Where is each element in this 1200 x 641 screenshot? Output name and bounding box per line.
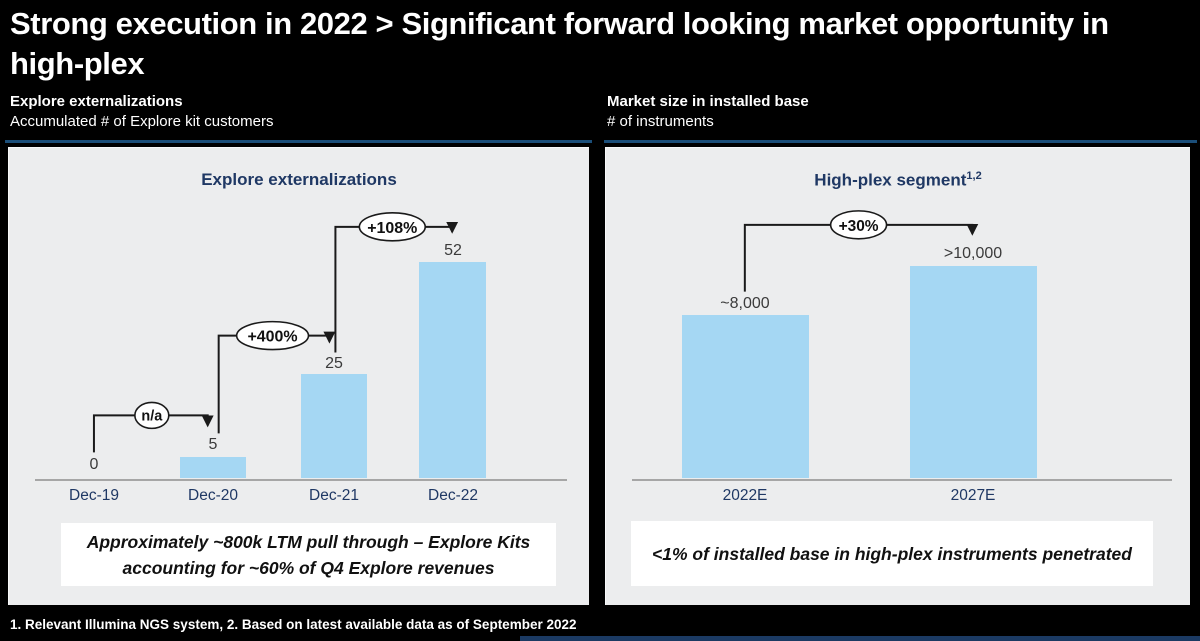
growth-bubble-400 xyxy=(235,320,310,351)
left-header-rule xyxy=(5,140,592,143)
market-chart-panel: High-plex segment1,2 ~8,000 >10,000 2022… xyxy=(605,147,1190,605)
growth-label-108: +108% xyxy=(367,220,417,237)
value-label-dec-21: 25 xyxy=(325,355,343,372)
value-label-2022e: ~8,000 xyxy=(720,295,770,312)
value-label-dec-20: 5 xyxy=(208,436,218,453)
left-column-header: Explore externalizations Accumulated # o… xyxy=(10,92,273,132)
value-label-dec-19: 0 xyxy=(89,456,99,473)
page-title: Strong execution in 2022 > Significant f… xyxy=(10,4,1109,84)
growth-label-30: +30% xyxy=(839,218,879,235)
page-title-line-1: Strong execution in 2022 > Significant f… xyxy=(10,6,1109,41)
explore-callout-line-1: Approximately ~800k LTM pull through – E… xyxy=(86,531,531,552)
footnote: 1. Relevant Illumina NGS system, 2. Base… xyxy=(10,617,577,632)
right-column-header: Market size in installed base # of instr… xyxy=(607,92,809,132)
right-heading: Market size in installed base xyxy=(607,93,809,110)
market-chart-title-footnote-refs: 1,2 xyxy=(966,170,982,182)
x-axis-line xyxy=(632,479,1172,481)
market-chart-title-text: High-plex segment xyxy=(814,170,967,190)
right-header-rule xyxy=(604,140,1197,143)
market-callout-box: <1% of installed base in high-plex instr… xyxy=(631,521,1153,586)
explore-chart-panel: Explore externalizations 0 5 25 52 Dec-1… xyxy=(8,147,589,605)
axis-label-dec-20: Dec-20 xyxy=(188,487,238,504)
bar-2027e xyxy=(910,266,1037,478)
growth-bubble-108 xyxy=(358,212,427,242)
bar-dec-21 xyxy=(301,374,367,478)
bar-dec-22 xyxy=(419,262,486,478)
footer-accent-bar xyxy=(520,636,1200,641)
value-label-dec-22: 52 xyxy=(444,242,462,259)
explore-chart-title: Explore externalizations xyxy=(201,170,397,189)
growth-label-400: +400% xyxy=(247,329,297,346)
explore-callout-box: Approximately ~800k LTM pull through – E… xyxy=(61,523,556,586)
left-subheading: Accumulated # of Explore kit customers xyxy=(10,113,274,130)
axis-label-dec-21: Dec-21 xyxy=(309,487,359,504)
x-axis-line xyxy=(35,479,567,481)
left-heading: Explore externalizations xyxy=(10,93,183,110)
market-chart-title: High-plex segment1,2 xyxy=(606,170,1190,191)
growth-bubble-30 xyxy=(829,210,888,240)
axis-label-dec-22: Dec-22 xyxy=(428,487,478,504)
growth-label-na: n/a xyxy=(141,408,163,424)
page-title-line-2: high-plex xyxy=(10,46,145,81)
right-subheading: # of instruments xyxy=(607,113,714,130)
axis-label-2027e: 2027E xyxy=(950,487,996,504)
market-callout-line-1: <1% of installed base in high-plex instr… xyxy=(652,543,1132,564)
axis-label-2022e: 2022E xyxy=(722,487,768,504)
bar-dec-20 xyxy=(180,457,246,478)
explore-callout-line-2: accounting for ~60% of Q4 Explore revenu… xyxy=(122,557,495,578)
value-label-2027e: >10,000 xyxy=(943,245,1003,262)
growth-bubble-na xyxy=(134,401,170,430)
bar-2022e xyxy=(682,314,809,478)
axis-label-dec-19: Dec-19 xyxy=(69,487,119,504)
